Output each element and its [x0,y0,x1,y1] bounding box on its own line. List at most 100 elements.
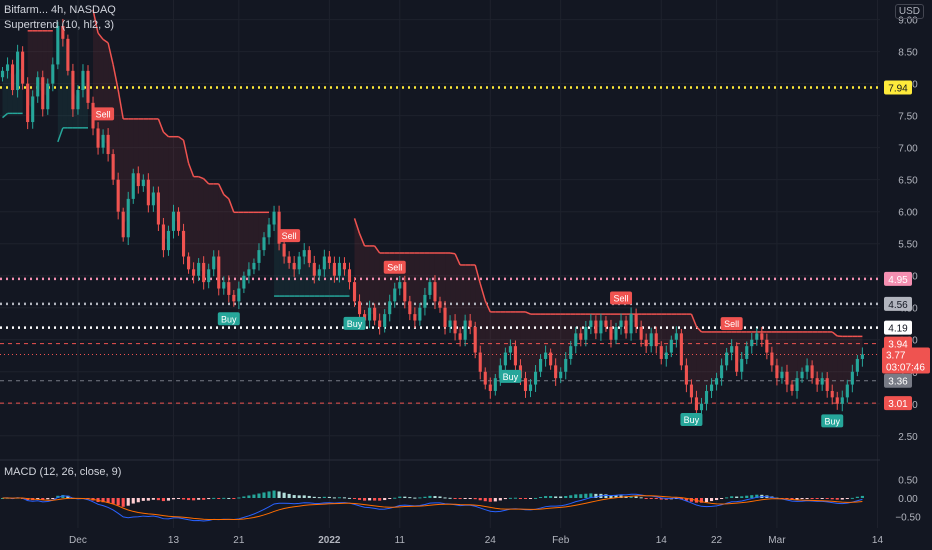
candle-body [835,397,839,404]
candle-body [855,358,859,372]
supertrend-fill [545,314,551,359]
candle-body [161,224,165,251]
candle-body [262,237,266,251]
price-tick-label: 5.50 [898,240,918,251]
candle-body [207,269,211,283]
supertrend-fill [842,336,848,401]
buy-marker [499,369,522,383]
macd-histogram-bar [468,498,472,499]
macd-histogram-bar [66,495,70,498]
price-label: 3.94 [888,340,908,351]
supertrend-fill [465,264,471,331]
buy-marker [821,414,844,428]
macd-histogram-bar [715,498,719,501]
candle-body [181,230,186,257]
macd-histogram-bar [302,495,306,498]
macd-histogram-bar [659,498,663,500]
macd-histogram-bar [171,498,176,500]
time-axis: Dec132120221124Feb1422Mar1422 [69,535,883,546]
candle-body [579,333,583,340]
candle-body [715,378,719,385]
supertrend-segment [182,140,190,164]
candle-body [539,358,543,372]
macd-histogram-bar [282,492,286,498]
macd-histogram-bar [146,498,150,501]
macd-histogram-bar [478,498,482,501]
candle-body [820,378,824,385]
currency-badge[interactable]: USD [894,4,924,19]
candle-body [393,288,397,302]
candle-body [11,64,15,91]
macd-histogram-bar [373,498,377,501]
candle-body [41,77,45,110]
macd-tick-label: 0.50 [898,475,918,486]
candle-body [795,378,799,391]
supertrend-fill [163,132,169,241]
candle-body [860,354,864,359]
supertrend-segment [162,131,169,138]
supertrend-fill [822,331,828,385]
macd-histogram-bar [845,498,849,499]
macd-histogram-bar [750,495,754,498]
macd-histogram-bar [56,495,60,498]
supertrend-fill [77,80,83,128]
candle-body [383,314,387,327]
candle-body [111,154,115,180]
macd-histogram-bar [187,498,191,501]
candle-body [574,333,578,347]
candle-body [780,371,784,379]
macd-histogram-bar [795,498,799,500]
supertrend-fill [726,331,732,359]
candle-body [589,320,593,327]
marker-label: Sell [387,263,402,273]
candle-body [307,250,311,263]
macd-histogram-bar [503,498,507,500]
macd-histogram-bar [740,496,744,498]
macd-histogram-bar [121,498,125,507]
macd-histogram-bar [126,498,130,506]
macd-histogram-bar [41,498,45,500]
candle-body [740,358,744,372]
supertrend-segment [218,183,225,195]
supertrend-segment [223,193,230,200]
price-label: 3.36 [888,377,908,388]
macd-histogram-bar [584,493,588,498]
macd-histogram-bar [36,498,40,500]
supertrend-fill [47,30,53,97]
candle-body [242,275,246,289]
macd-histogram-bar [272,490,276,498]
supertrend-fill [429,252,435,292]
price-label-bg [884,396,912,411]
supertrend-segment [2,112,9,119]
candle-body [634,314,638,327]
time-tick-label: 22 [711,535,723,546]
macd-histogram-bar [493,498,497,502]
candle-body [664,352,668,359]
candle-body [478,352,482,372]
macd-histogram-bar [850,497,854,499]
candle-body [725,352,729,366]
macd-histogram-bar [433,496,437,498]
macd-histogram-bar [448,497,452,499]
supertrend-fill [661,314,667,356]
macd-histogram-bar [327,496,331,498]
supertrend-legend: Supertrend (10, hl2, 3) [4,19,115,31]
candle-body [116,179,120,212]
supertrend-fill [314,269,320,297]
marker-label: Buy [347,319,363,329]
candle-body [428,282,432,295]
supertrend-fill [223,194,229,289]
marker-label: Buy [824,416,840,426]
candle-body [403,282,407,302]
grid [0,0,880,528]
time-tick-label: Dec [69,535,87,546]
macd-histogram-bar [368,498,372,501]
candle-body [639,326,643,340]
macd-histogram-bar [403,496,407,498]
price-tick-label: 6.50 [898,176,918,187]
candle-body [373,307,377,321]
buy-marker [343,316,366,330]
macd-histogram-bar [649,498,653,499]
